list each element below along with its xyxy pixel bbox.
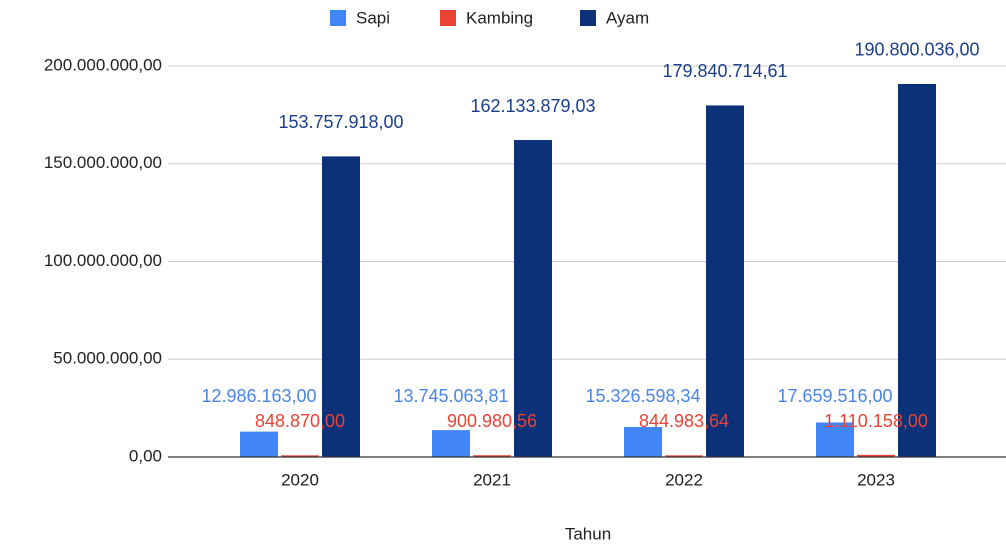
bar (706, 105, 744, 457)
bar (281, 455, 319, 457)
legend-label: Sapi (356, 8, 390, 27)
bar (473, 455, 511, 457)
x-tick-label: 2020 (281, 470, 319, 489)
y-tick-label: 0,00 (129, 446, 162, 465)
bar (665, 455, 703, 457)
bar (898, 83, 936, 457)
legend-swatch (440, 10, 456, 26)
legend-swatch (330, 10, 346, 26)
data-label: 153.757.918,00 (278, 112, 403, 132)
data-label: 15.326.598,34 (585, 386, 700, 406)
data-label: 13.745.063,81 (393, 386, 508, 406)
bar (432, 430, 470, 457)
legend-label: Kambing (466, 8, 533, 27)
data-label: 162.133.879,03 (470, 96, 595, 116)
data-label: 900.980,56 (447, 411, 537, 431)
data-label: 17.659.516,00 (777, 386, 892, 406)
x-tick-label: 2022 (665, 470, 703, 489)
data-label: 12.986.163,00 (201, 386, 316, 406)
y-tick-label: 50.000.000,00 (53, 349, 162, 368)
data-label: 190.800.036,00 (854, 40, 979, 60)
legend-swatch (580, 10, 596, 26)
y-tick-label: 100.000.000,00 (44, 251, 162, 270)
bar (857, 454, 895, 457)
data-label: 844.983,64 (639, 411, 729, 431)
data-label: 848.870,00 (255, 411, 345, 431)
bar (240, 431, 278, 457)
bar (816, 422, 854, 457)
x-tick-label: 2021 (473, 470, 511, 489)
bar (322, 156, 360, 458)
data-label: 1.110.158,00 (824, 411, 928, 431)
legend-label: Ayam (606, 8, 649, 27)
data-label: 179.840.714,61 (662, 61, 787, 81)
bar (514, 140, 552, 457)
x-tick-label: 2023 (857, 470, 895, 489)
y-tick-label: 200.000.000,00 (44, 55, 162, 74)
bar (624, 427, 662, 457)
y-tick-label: 150.000.000,00 (44, 153, 162, 172)
x-axis-label: Tahun (565, 524, 611, 543)
